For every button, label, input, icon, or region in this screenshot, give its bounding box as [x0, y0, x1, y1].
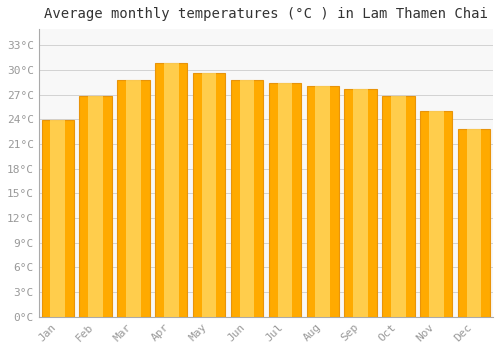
Bar — [88, 97, 103, 317]
Bar — [278, 83, 292, 317]
Bar — [391, 97, 406, 317]
Bar — [382, 97, 414, 317]
Bar — [458, 128, 490, 317]
Bar — [306, 86, 339, 317]
Bar — [193, 73, 225, 317]
Bar — [118, 80, 150, 317]
Bar — [467, 128, 481, 317]
Bar — [126, 80, 140, 317]
Bar — [429, 111, 444, 317]
Bar — [354, 89, 368, 317]
Bar — [42, 120, 74, 317]
Bar — [50, 120, 65, 317]
Bar — [269, 83, 301, 317]
Bar — [316, 86, 330, 317]
Bar — [164, 63, 178, 317]
Bar — [155, 63, 188, 317]
Bar — [202, 73, 216, 317]
Bar — [240, 80, 254, 317]
Bar — [420, 111, 452, 317]
Bar — [80, 97, 112, 317]
Title: Average monthly temperatures (°C ) in Lam Thamen Chai: Average monthly temperatures (°C ) in La… — [44, 7, 488, 21]
Bar — [231, 80, 263, 317]
Bar — [344, 89, 376, 317]
